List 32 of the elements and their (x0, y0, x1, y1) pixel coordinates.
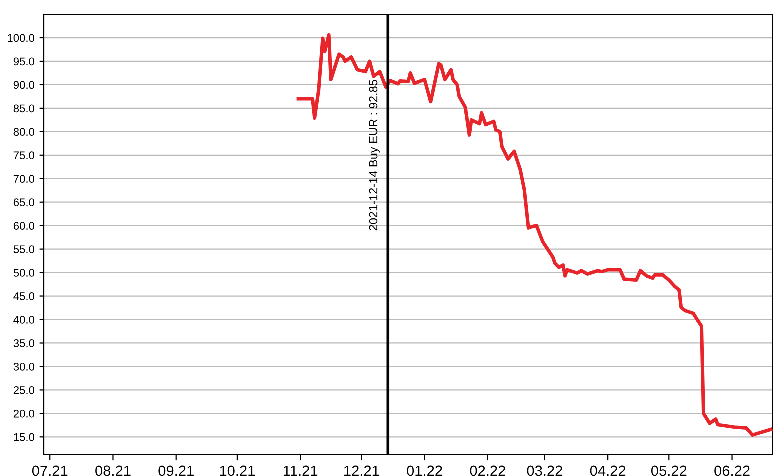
y-tick-label: 50.0 (14, 269, 35, 277)
y-tick-label: 95.0 (14, 58, 35, 66)
x-tick-label: 11.21 (284, 466, 318, 476)
y-tick-label: 85.0 (14, 104, 35, 113)
x-tick-label: 08.21 (96, 466, 131, 476)
x-tick-label: 04.22 (590, 466, 626, 476)
x-tick-label: 06.22 (714, 466, 750, 476)
x-tick-label: 09.21 (158, 466, 194, 476)
x-tick-label: 02.22 (470, 466, 506, 476)
y-tick-label: 30.0 (14, 362, 35, 371)
y-tick-label: 35.0 (14, 340, 35, 348)
y-tick-label: 100.0 (8, 34, 35, 42)
y-tick-label: 65.0 (14, 198, 35, 206)
x-tick-label: 07.21 (32, 466, 68, 476)
ref-line-label: 2021-12-14 Buy EUR : 92.85 (369, 80, 380, 231)
x-tick-label: 01.22 (407, 466, 442, 476)
x-tick-label: 05.22 (651, 466, 687, 476)
y-tick-label: 90.0 (14, 81, 35, 90)
y-tick-label: 70.0 (14, 175, 35, 184)
y-tick-label: 25.0 (14, 386, 35, 394)
y-tick-label: 40.0 (14, 316, 35, 324)
y-tick-label: 75.0 (14, 152, 35, 160)
y-tick-label: 45.0 (14, 292, 35, 300)
x-tick-label: 10.21 (220, 466, 255, 476)
y-tick-label: 55.0 (14, 246, 35, 254)
x-tick-label: 03.22 (527, 466, 562, 476)
y-tick-label: 15.0 (14, 433, 35, 442)
y-tick-label: 80.0 (14, 128, 35, 136)
line-series (296, 33, 773, 438)
y-tick-label: 60.0 (14, 222, 35, 230)
x-tick-label: 12.21 (344, 466, 380, 476)
y-tick-label: 20.0 (14, 410, 35, 418)
